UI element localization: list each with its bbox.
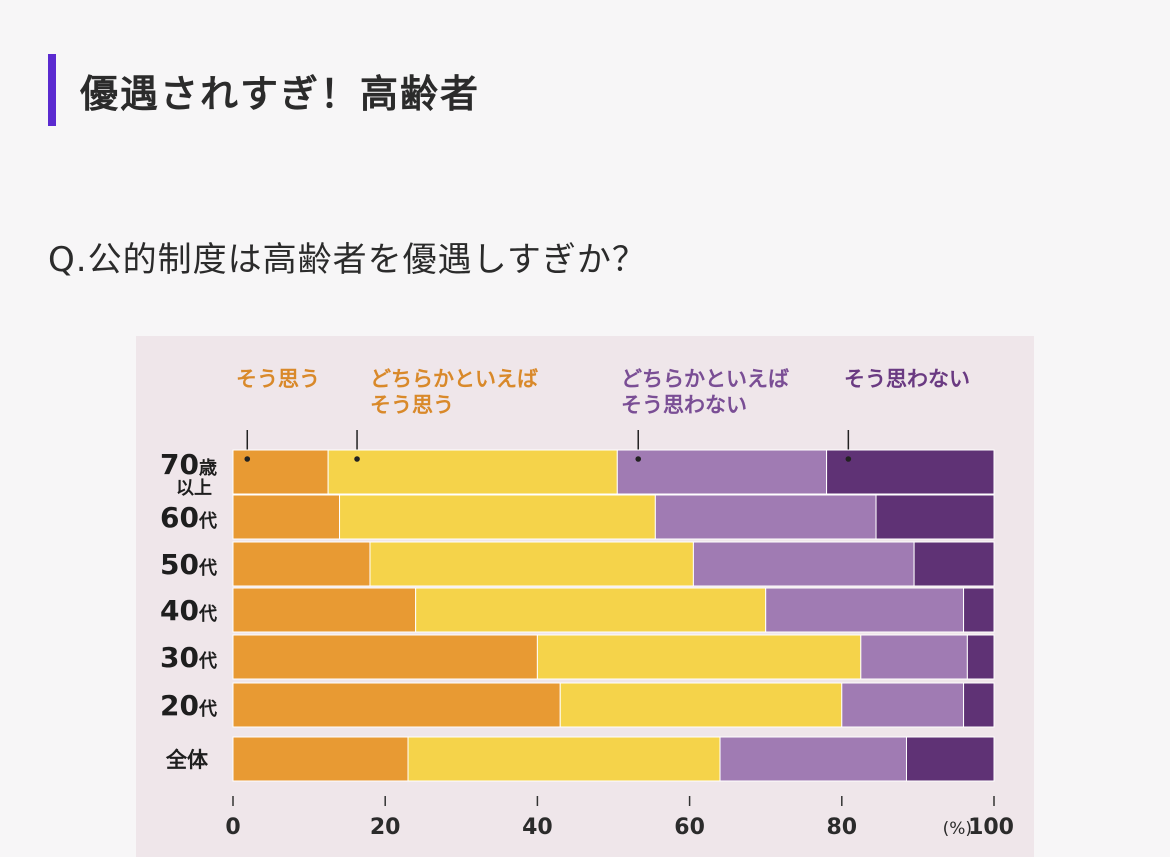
- bar-segment-row-3-series-0: [232, 587, 417, 633]
- bar-segment-row-3-series-2: [765, 587, 965, 633]
- bar-segment-row-4-series-1: [536, 634, 862, 680]
- bar-segment-row-2-series-3: [913, 541, 995, 587]
- legend-label-1-line-0: どちらかといえば: [370, 367, 538, 391]
- page-title: 優遇されすぎ！高齢者: [80, 71, 481, 116]
- bar-segment-row-6-series-3: [905, 736, 995, 782]
- category-label-1: 60代: [160, 501, 217, 534]
- bar-segment-row-4-series-2: [860, 634, 968, 680]
- bar-segment-row-1-series-2: [654, 494, 877, 540]
- chart-panel: そう思う どちらかといえば そう思う どちらかといえば そう思わない そう思わない 70歳以…: [136, 336, 1034, 857]
- legend-leader-dot-1: [354, 456, 360, 462]
- bar-segment-row-6-series-0: [232, 736, 409, 782]
- bar-segment-row-2-series-2: [692, 541, 915, 587]
- x-tick-label-0: 0: [225, 815, 240, 840]
- bar-segment-row-6-series-2: [719, 736, 907, 782]
- bar-segment-row-1-series-1: [339, 494, 656, 540]
- legend-leader-dot-3: [845, 456, 852, 462]
- bar-segment-row-5-series-0: [232, 682, 561, 728]
- bar-segment-row-5-series-3: [963, 682, 995, 728]
- bar-segment-row-5-series-1: [559, 682, 843, 728]
- legend-label-3-line-0: そう思わない: [844, 367, 970, 391]
- x-tick-label-4: 80: [826, 815, 857, 840]
- bar-segment-row-1-series-0: [232, 494, 341, 540]
- category-label-0-line2: 以上: [176, 478, 212, 499]
- bar-segment-row-4-series-3: [966, 634, 995, 680]
- legend-leader-dot-2: [635, 456, 642, 462]
- bar-segment-row-3-series-3: [963, 587, 995, 633]
- x-axis-unit: (%): [943, 819, 972, 839]
- x-tick-label-1: 20: [370, 815, 401, 840]
- category-label-5: 20代: [160, 689, 217, 722]
- legend-label-2-line-0: どちらかといえば: [621, 367, 789, 391]
- bar-segment-row-0-series-1: [327, 449, 618, 495]
- bar-segment-row-4-series-0: [232, 634, 538, 680]
- legend-leader-dot-0: [244, 456, 251, 462]
- category-label-4: 30代: [160, 641, 217, 674]
- bar-segment-row-3-series-1: [415, 587, 767, 633]
- legend-label-2-line-1: そう思わない: [621, 393, 747, 417]
- x-tick-label-5: 100: [968, 815, 1014, 840]
- x-tick-label-2: 40: [522, 815, 553, 840]
- legend-label-1-line-1: そう思う: [370, 393, 454, 417]
- bar-segment-row-0-series-3: [826, 449, 995, 495]
- bar-segment-row-1-series-3: [875, 494, 995, 540]
- bar-segment-row-6-series-1: [407, 736, 721, 782]
- category-label-0: 70歳: [160, 448, 217, 481]
- stacked-bar-chart: そう思う どちらかといえばそう思うどちらかといえばそう思わないそう思わない70歳以…: [160, 367, 1014, 840]
- bar-segment-row-2-series-0: [232, 541, 371, 587]
- bar-segment-row-2-series-1: [369, 541, 694, 587]
- x-tick-label-3: 60: [674, 815, 705, 840]
- heading-accent-bar: [48, 54, 56, 126]
- bar-segment-row-0-series-2: [616, 449, 828, 495]
- category-label-3: 40代: [160, 594, 217, 627]
- category-label-2: 50代: [160, 548, 217, 581]
- category-label-6: 全体: [165, 748, 209, 772]
- section-heading: 優遇されすぎ！高齢者: [48, 54, 480, 126]
- survey-question: Q.公的制度は高齢者を優遇しすぎか？: [48, 240, 647, 280]
- legend-label-0-line-0: そう思う: [236, 367, 320, 391]
- bar-segment-row-5-series-2: [841, 682, 965, 728]
